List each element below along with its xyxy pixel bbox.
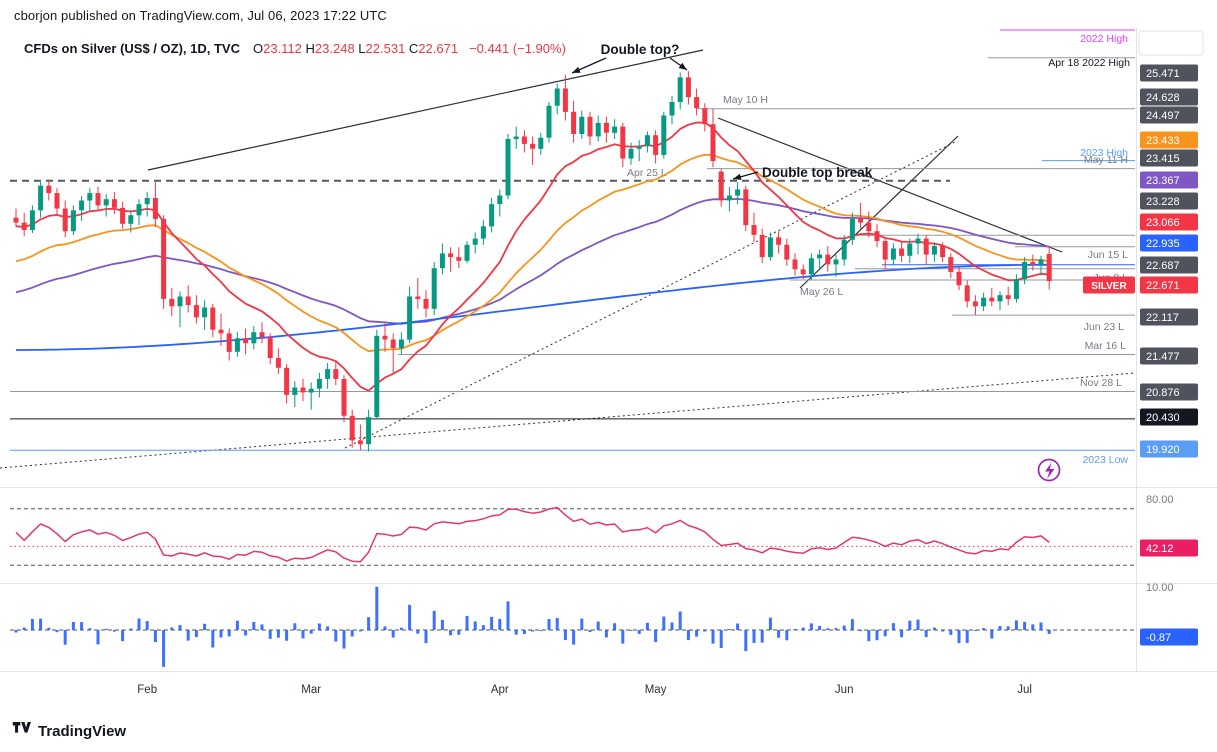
price-label: 22.117 [1140, 308, 1198, 326]
publisher-bar: cborjon published on TradingView.com, Ju… [14, 8, 387, 23]
level-line-title: 2022 High [1080, 33, 1128, 45]
month-label: Jul [1017, 684, 1032, 696]
price-label: 23.367 [1140, 171, 1198, 189]
candlestick-series [13, 71, 1052, 452]
double-top-break-label: Double top break [762, 165, 873, 180]
rsi-pane[interactable]: 80.00 42.12 [10, 494, 1198, 566]
symbol-title: CFDs on Silver (US$ / OZ), 1D, TVC [24, 41, 240, 56]
ohlc-readout: O23.112 H23.248 L22.531 C22.671 [253, 41, 458, 56]
price-label: 23.066 [1140, 213, 1198, 231]
level-line-title: Jun 15 L [1088, 249, 1128, 261]
svg-text:24.497: 24.497 [1146, 110, 1180, 122]
price-label: SILVER 22.671 [1083, 276, 1198, 294]
hist-scale-label: 10.00 [1146, 582, 1174, 594]
tradingview-logo-icon [12, 719, 31, 743]
svg-text:19.920: 19.920 [1146, 444, 1180, 456]
svg-text:24.628: 24.628 [1146, 92, 1180, 104]
rsi-scale-label: 80.00 [1146, 494, 1174, 506]
price-label: 23.228 [1140, 192, 1198, 210]
ohlc-key: L [358, 41, 366, 56]
price-label: 22.935 [1140, 234, 1198, 252]
level-line-title: 2023 High [1080, 147, 1128, 159]
price-label: 19.920 [1140, 440, 1198, 458]
svg-text:21.477: 21.477 [1146, 351, 1180, 363]
svg-text:22.935: 22.935 [1146, 238, 1180, 250]
level-line-title: 2023 Low [1082, 454, 1128, 466]
rsi-value-label: 42.12 [1146, 543, 1174, 555]
level-line-title: Apr 18 2022 High [1048, 57, 1130, 69]
ohlc-key: C [408, 41, 419, 56]
publisher-text: cborjon published on TradingView.com, Ju… [14, 8, 387, 23]
flash-icon[interactable] [1037, 458, 1061, 482]
level-line-title: Mar 16 L [1085, 340, 1127, 352]
level-line-title: Nov 28 L [1080, 377, 1122, 389]
month-label: May [645, 684, 667, 696]
footer-branding[interactable]: TradingView [12, 719, 126, 743]
change-readout: −0.441 (−1.90%) [469, 41, 566, 56]
month-label: Mar [301, 684, 321, 696]
svg-text:23.228: 23.228 [1146, 196, 1180, 208]
chart-legend[interactable]: CFDs on Silver (US$ / OZ), 1D, TVC O23.1… [24, 41, 566, 56]
hidden-price-label-overlay [1138, 30, 1204, 56]
horizontal-level-lines[interactable]: 2022 High Apr 18 2022 High May 10 H 2023 Hi… [10, 29, 1135, 466]
price-label: 20.876 [1140, 383, 1198, 401]
svg-text:23.433: 23.433 [1146, 135, 1180, 147]
month-label: Jun [835, 684, 854, 696]
level-line-title: Jun 23 L [1084, 321, 1124, 333]
price-label: 24.628 [1140, 88, 1198, 106]
svg-text:23.066: 23.066 [1146, 217, 1180, 229]
level-line-title: Apr 25 L [627, 167, 667, 179]
ohlc-value: 22.671 [418, 41, 459, 56]
svg-text:20.430: 20.430 [1146, 412, 1180, 424]
svg-text:22.117: 22.117 [1146, 312, 1179, 324]
month-label: Apr [491, 684, 509, 696]
ohlc-key: H [305, 41, 315, 56]
price-label: 22.687 [1140, 256, 1198, 274]
tradingview-logo-text: TradingView [38, 722, 127, 740]
histogram-pane[interactable]: 10.00 -0.87 [10, 582, 1198, 667]
ohlc-value: 22.531 [365, 41, 409, 56]
level-line-title: May 10 H [723, 94, 768, 106]
price-label: 25.471 [1140, 64, 1198, 82]
price-label: 20.430 [1140, 408, 1198, 426]
ohlc-key: O [252, 41, 264, 56]
time-axis[interactable]: Feb Mar Apr May Jun Jul [137, 684, 1032, 696]
ma-line [16, 263, 1050, 351]
ma-line [15, 153, 1050, 353]
svg-text:23.367: 23.367 [1146, 175, 1180, 187]
price-label: 21.477 [1140, 347, 1198, 365]
text-annotations[interactable]: Double top? Double top break [571, 42, 873, 182]
rsi-line [15, 506, 1050, 563]
price-label: 23.433 [1140, 131, 1198, 149]
price-label: 23.415 [1140, 149, 1198, 167]
double-top-label: Double top? [601, 42, 680, 57]
silver-tag: SILVER [1091, 281, 1127, 292]
level-line-title: May 26 L [800, 286, 843, 298]
level-line-title: May 11 H [1084, 154, 1128, 166]
ohlc-value: 23.112 [263, 41, 306, 56]
svg-text:20.876: 20.876 [1146, 387, 1180, 399]
svg-text:25.471: 25.471 [1146, 68, 1180, 80]
svg-text:22.687: 22.687 [1146, 260, 1180, 272]
price-label: 24.497 [1140, 106, 1198, 124]
price-axis[interactable]: 25.471 24.628 24.497 23.433 23.415 23.367 23.2… [1083, 64, 1198, 458]
month-label: Feb [137, 684, 157, 696]
svg-text:22.671: 22.671 [1146, 280, 1180, 292]
svg-text:23.415: 23.415 [1146, 153, 1180, 165]
ohlc-value: 23.248 [314, 41, 359, 56]
hist-value-label: -0.87 [1146, 632, 1171, 644]
